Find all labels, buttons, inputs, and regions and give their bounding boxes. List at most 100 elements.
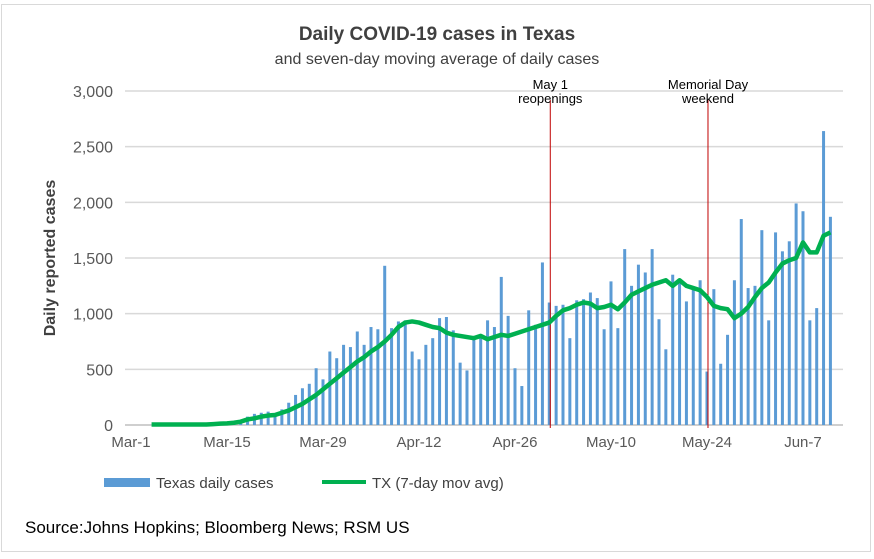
bar [595,298,599,425]
source-note: Source:Johns Hopkins; Bloomberg News; RS… [25,518,410,537]
bar [417,359,421,425]
bar [732,280,736,425]
bar [561,304,565,425]
x-tick-label: May-24 [682,434,732,451]
bar [342,344,346,425]
bar [698,280,702,425]
bar [273,413,277,425]
x-tick-label: Mar-29 [299,434,347,451]
bar [575,300,579,425]
bar [527,310,531,425]
bar [671,274,675,425]
annotation-label: weekend [681,91,734,106]
x-tick-label: Apr-26 [492,434,537,451]
bar [403,320,407,425]
bar [746,288,750,425]
bar [691,286,695,425]
bar [588,292,592,425]
bar [760,230,764,425]
annotation-label: Memorial Day [668,77,749,92]
y-tick-label: 0 [104,418,113,435]
chart-subtitle: and seven-day moving average of daily ca… [275,51,600,68]
bar [294,394,298,425]
bar [534,324,538,425]
bar [451,330,455,425]
bar [630,285,634,425]
bar [458,362,462,425]
bar [726,334,730,425]
bar [684,301,688,425]
bar [383,265,387,425]
bar [431,338,435,425]
bar [808,320,812,425]
bar [410,351,414,425]
x-tick-label: Apr-12 [396,434,441,451]
legend: Texas daily cases TX (7-day mov avg) [104,475,504,492]
bar [362,344,366,425]
bar [712,289,716,425]
y-tick-label: 3,000 [73,84,113,101]
y-tick-label: 500 [86,362,113,379]
y-tick-label: 1,500 [73,251,113,268]
bar [335,358,339,425]
bar [554,305,558,425]
bar [636,264,640,425]
bar [801,211,805,425]
bar [678,282,682,425]
bar [287,402,291,425]
bar [444,317,448,425]
bar [547,302,551,425]
bar [540,262,544,425]
bar [307,383,311,425]
legend-label-bars: Texas daily cases [156,475,274,492]
bar [582,299,586,425]
bar [739,219,743,425]
bar [815,308,819,425]
bar [602,329,606,425]
x-tick-label: Mar-15 [203,434,251,451]
bar [609,281,613,425]
chart-title: Daily COVID-19 cases in Texas [299,24,575,45]
bar [472,335,476,425]
bar [767,320,771,425]
bar [396,321,400,425]
bar [369,327,373,425]
bar [664,349,668,425]
bar [376,329,380,425]
legend-swatch-bars [104,478,150,487]
bar [787,241,791,425]
bar [520,386,524,425]
bar [348,347,352,425]
bar [774,232,778,425]
moving-average-line [151,230,832,427]
bar [568,338,572,425]
y-axis-label: Daily reported cases [42,180,59,337]
bar [499,276,503,425]
bar [486,320,490,425]
bar [657,319,661,425]
bar [438,318,442,425]
bar [513,368,517,425]
y-tick-label: 2,000 [73,195,113,212]
annotation-label: reopenings [518,91,583,106]
bar [390,328,394,425]
bar [616,328,620,425]
bar [479,334,483,425]
bar [650,249,654,425]
legend-label-line: TX (7-day mov avg) [372,475,504,492]
bar [719,363,723,425]
bar [280,409,284,425]
y-tick-label: 1,000 [73,307,113,324]
bar [822,131,826,425]
bar [506,315,510,425]
bar [794,203,798,425]
bar [424,344,428,425]
bar [266,411,270,425]
bar [643,272,647,425]
bar [753,285,757,425]
bar [465,370,469,425]
x-tick-label: May-10 [586,434,636,451]
bar [300,388,304,425]
